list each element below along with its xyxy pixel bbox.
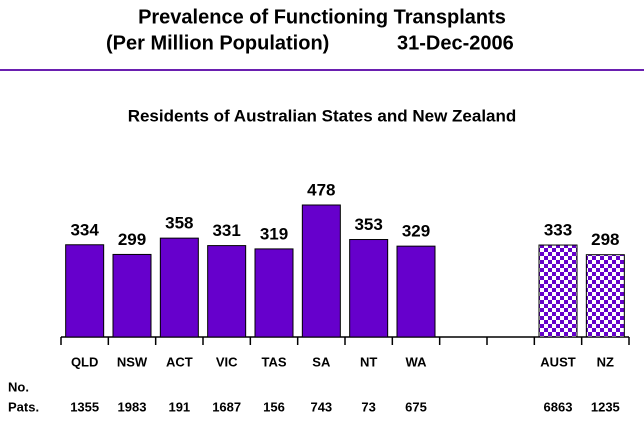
count: 156 [263, 399, 285, 414]
value-label: 298 [591, 230, 619, 249]
count: 1687 [212, 399, 241, 414]
bar [112, 253, 152, 338]
x-tick-label: QLD [71, 354, 98, 369]
value-label: 333 [544, 221, 572, 240]
count: 1355 [70, 399, 99, 414]
chart-subtitle: Residents of Australian States and New Z… [128, 106, 517, 125]
x-tick-label: TAS [261, 354, 286, 369]
count: 675 [405, 399, 427, 414]
value-label: 299 [118, 230, 146, 249]
count-label: Pats. [8, 399, 39, 414]
count: 73 [361, 399, 375, 414]
count: 743 [310, 399, 332, 414]
count: 6863 [544, 399, 573, 414]
bar [254, 248, 294, 338]
x-tick-label: WA [406, 354, 428, 369]
value-label: 334 [70, 220, 99, 239]
count-label: No. [8, 379, 29, 394]
bar [349, 239, 389, 338]
x-tick-label: VIC [216, 354, 238, 369]
x-tick-label: ACT [166, 354, 193, 369]
x-tick-label: NT [360, 354, 377, 369]
bar [301, 204, 341, 338]
x-tick-label: NZ [597, 354, 614, 369]
x-tick-label: NSW [117, 354, 148, 369]
x-tick-label: AUST [540, 354, 575, 369]
chart-title: Prevalence of Functioning Transplants [138, 6, 506, 28]
bar [65, 244, 105, 338]
value-label: 358 [165, 214, 193, 233]
count: 1235 [591, 399, 620, 414]
count: 1983 [118, 399, 147, 414]
chart-date: 31-Dec-2006 [397, 32, 514, 54]
bar [585, 254, 625, 338]
value-label: 353 [354, 215, 382, 234]
value-label: 331 [212, 221, 240, 240]
value-label: 329 [402, 222, 430, 241]
chart-title: (Per Million Population) [106, 32, 329, 54]
bar [159, 237, 199, 338]
value-label: 478 [307, 180, 335, 199]
count: 191 [168, 399, 190, 414]
bar [207, 245, 247, 338]
bar [538, 244, 578, 338]
bar [396, 245, 436, 338]
x-tick-label: SA [312, 354, 331, 369]
value-label: 319 [260, 224, 288, 243]
